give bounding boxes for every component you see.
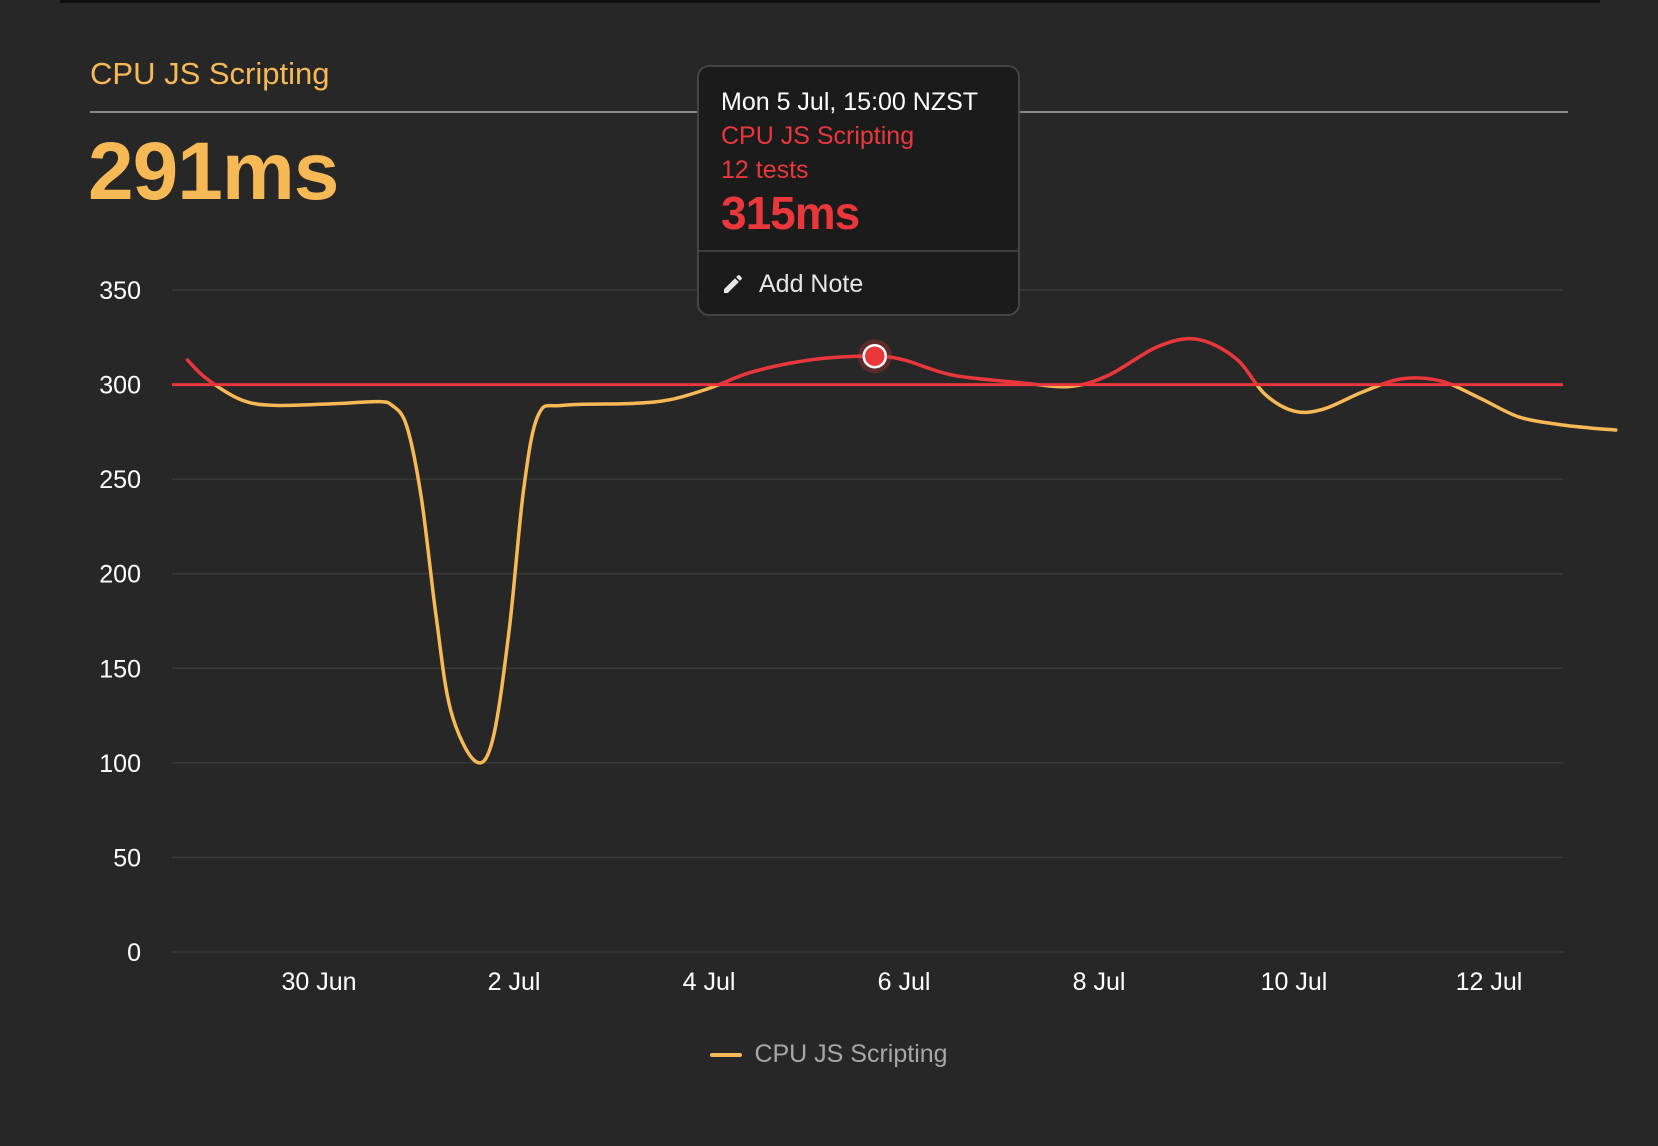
x-tick-label: 6 Jul <box>878 968 931 996</box>
y-tick-label: 350 <box>99 277 141 305</box>
add-note-button[interactable]: Add Note <box>699 252 1018 314</box>
highlight-point[interactable] <box>862 343 887 369</box>
x-tick-label: 12 Jul <box>1456 968 1523 996</box>
y-tick-label: 250 <box>99 466 141 494</box>
add-note-label[interactable]: Add Note <box>759 269 864 298</box>
tooltip-divider <box>699 250 1018 252</box>
y-tick-label: 0 <box>127 939 141 967</box>
series-lines <box>185 336 1618 765</box>
y-tick-label: 100 <box>99 750 141 778</box>
y-tick-label: 300 <box>99 372 141 400</box>
series-line <box>211 384 1618 765</box>
legend-swatch <box>710 1052 743 1057</box>
x-tick-label: 10 Jul <box>1261 968 1328 996</box>
hover-highlight[interactable] <box>857 339 892 374</box>
y-tick-label: 200 <box>99 561 141 589</box>
x-tick-label: 4 Jul <box>683 968 736 996</box>
tooltip-body: Mon 5 Jul, 15:00 NZST CPU JS Scripting 1… <box>699 67 1018 250</box>
top-border <box>60 0 1600 3</box>
x-tick-label: 8 Jul <box>1073 968 1126 996</box>
chart-legend[interactable]: CPU JS Scripting <box>0 1040 1658 1069</box>
tooltip-value: 315ms <box>721 187 860 239</box>
metric-title: CPU JS Scripting <box>90 56 330 91</box>
x-axis-ticks: 30 Jun 2 Jul 4 Jul 6 Jul 8 Jul 10 Jul 12 Jul <box>281 968 1522 996</box>
legend-label[interactable]: CPU JS Scripting <box>754 1040 948 1068</box>
y-axis-ticks: 0 50 100 150 200 250 300 350 <box>99 277 141 967</box>
series-line-over-budget <box>185 336 1456 385</box>
tooltip-test-count: 12 tests <box>721 156 809 184</box>
tooltip-series-name: CPU JS Scripting <box>721 122 915 150</box>
data-tooltip: Mon 5 Jul, 15:00 NZST CPU JS Scripting 1… <box>697 65 1020 316</box>
pencil-icon <box>724 274 743 293</box>
y-tick-label: 50 <box>113 844 141 872</box>
x-tick-label: 2 Jul <box>488 968 541 996</box>
tooltip-date: Mon 5 Jul, 15:00 NZST <box>721 88 979 116</box>
metric-value: 291ms <box>88 126 339 217</box>
y-tick-label: 150 <box>99 655 141 683</box>
gridlines <box>172 289 1563 953</box>
x-tick-label: 30 Jun <box>281 968 356 996</box>
